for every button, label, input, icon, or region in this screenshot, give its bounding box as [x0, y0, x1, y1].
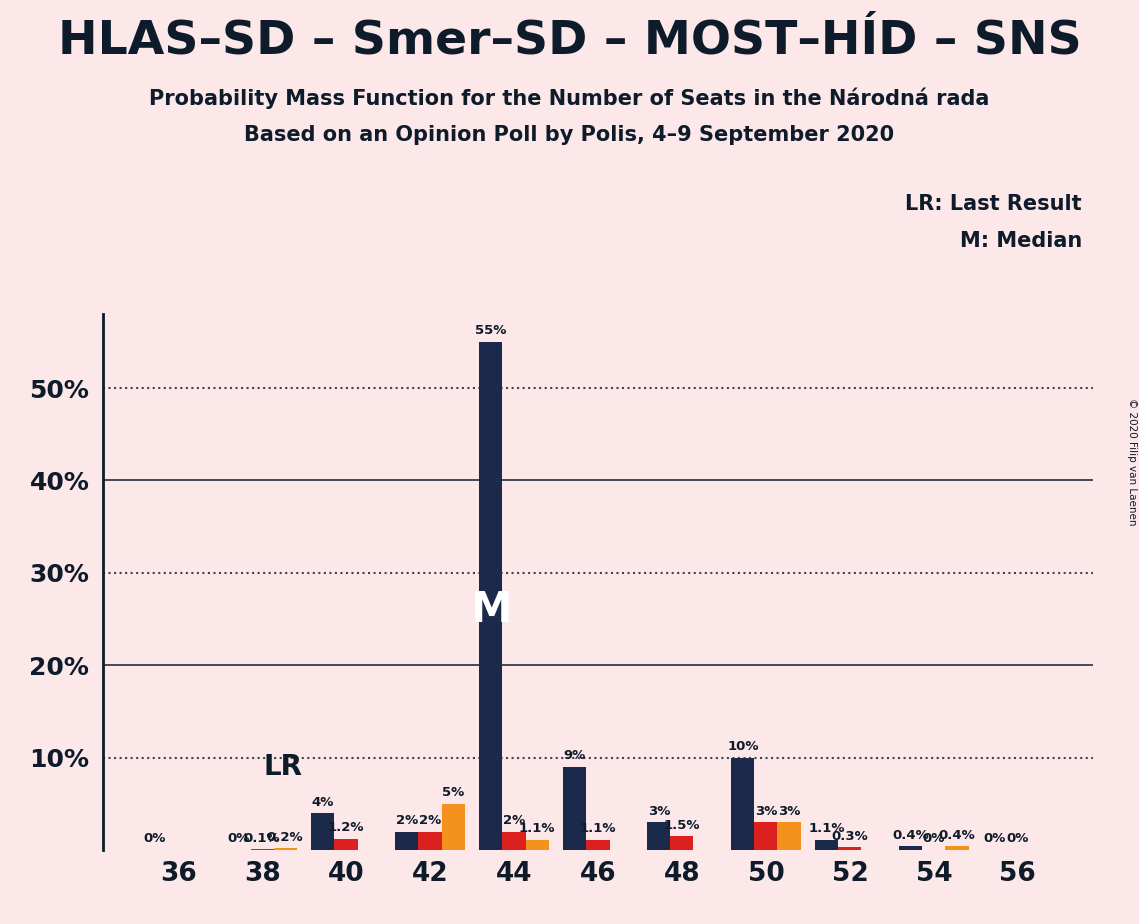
Text: 0.1%: 0.1% — [244, 832, 280, 845]
Bar — [335, 839, 358, 850]
Text: 0.4%: 0.4% — [893, 829, 929, 842]
Text: 3%: 3% — [648, 805, 670, 818]
Bar — [816, 840, 838, 850]
Bar — [945, 846, 968, 850]
Text: 10%: 10% — [727, 740, 759, 753]
Text: 0%: 0% — [1007, 833, 1029, 845]
Text: 55%: 55% — [475, 324, 507, 337]
Bar — [587, 840, 609, 850]
Text: 1.1%: 1.1% — [809, 822, 845, 835]
Text: HLAS–SD – Smer–SD – MOST–HÍD – SNS: HLAS–SD – Smer–SD – MOST–HÍD – SNS — [58, 18, 1081, 64]
Text: 2%: 2% — [419, 814, 441, 827]
Text: 0.3%: 0.3% — [831, 830, 868, 843]
Bar — [778, 822, 801, 850]
Bar — [564, 767, 587, 850]
Text: 1.1%: 1.1% — [580, 822, 616, 835]
Text: 5%: 5% — [442, 786, 465, 799]
Bar — [525, 840, 549, 850]
Text: © 2020 Filip van Laenen: © 2020 Filip van Laenen — [1126, 398, 1137, 526]
Text: 1.5%: 1.5% — [664, 819, 700, 832]
Text: 2%: 2% — [395, 814, 418, 827]
Text: 0%: 0% — [923, 833, 945, 845]
Text: 9%: 9% — [564, 749, 585, 762]
Text: 0.4%: 0.4% — [939, 829, 975, 842]
Bar — [311, 813, 335, 850]
Text: 3%: 3% — [755, 805, 777, 818]
Text: 1.1%: 1.1% — [519, 822, 556, 835]
Text: 3%: 3% — [778, 805, 801, 818]
Text: 0.2%: 0.2% — [267, 831, 303, 844]
Bar — [900, 846, 923, 850]
Bar — [502, 832, 525, 850]
Text: LR: LR — [263, 753, 303, 781]
Bar — [251, 849, 273, 850]
Text: Probability Mass Function for the Number of Seats in the Národná rada: Probability Mass Function for the Number… — [149, 88, 990, 109]
Bar — [647, 822, 671, 850]
Bar — [395, 832, 418, 850]
Text: 2%: 2% — [503, 814, 525, 827]
Text: 1.2%: 1.2% — [328, 821, 364, 834]
Text: LR: Last Result: LR: Last Result — [906, 194, 1082, 214]
Text: Based on an Opinion Poll by Polis, 4–9 September 2020: Based on an Opinion Poll by Polis, 4–9 S… — [245, 125, 894, 145]
Bar — [273, 848, 296, 850]
Bar — [671, 836, 694, 850]
Bar — [731, 758, 754, 850]
Text: 0%: 0% — [228, 833, 251, 845]
Text: 4%: 4% — [312, 796, 334, 808]
Text: M: M — [470, 589, 511, 631]
Bar — [838, 847, 861, 850]
Bar — [418, 832, 442, 850]
Bar — [480, 342, 502, 850]
Text: 0%: 0% — [144, 833, 166, 845]
Text: 0%: 0% — [984, 833, 1006, 845]
Bar — [442, 804, 465, 850]
Bar — [754, 822, 778, 850]
Text: M: Median: M: Median — [960, 231, 1082, 251]
